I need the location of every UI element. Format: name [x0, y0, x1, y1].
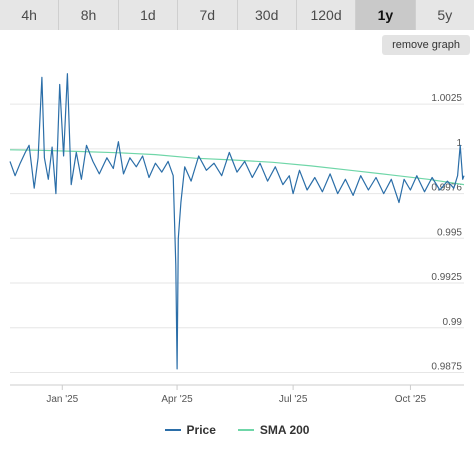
tab-1d[interactable]: 1d	[118, 0, 179, 30]
y-tick-label: 1	[456, 138, 462, 149]
tab-8h[interactable]: 8h	[59, 0, 119, 30]
x-tick-label: Oct '25	[395, 394, 427, 405]
y-tick-label: 0.9925	[431, 272, 462, 283]
tab-30d[interactable]: 30d	[237, 0, 297, 30]
legend-label-sma: SMA 200	[259, 423, 310, 437]
y-tick-label: 1.0025	[431, 93, 462, 104]
tab-5y[interactable]: 5y	[415, 0, 474, 30]
remove-graph-button[interactable]: remove graph	[382, 35, 470, 55]
price-swatch-icon	[164, 429, 181, 431]
x-tick-label: Jul '25	[279, 394, 308, 405]
y-tick-label: 0.9976	[431, 183, 462, 194]
legend-item-sma[interactable]: SMA 200	[237, 423, 310, 437]
price-line	[9, 73, 465, 370]
y-tick-label: 0.995	[437, 227, 462, 238]
x-tick-label: Jan '25	[46, 394, 78, 405]
tab-120d[interactable]: 120d	[296, 0, 357, 30]
sma-swatch-icon	[237, 429, 254, 431]
sma-200-line	[9, 149, 465, 186]
tab-1y[interactable]: 1y	[356, 0, 416, 30]
x-tick-label: Apr '25	[161, 394, 193, 405]
legend-label-price: Price	[186, 423, 216, 437]
y-tick-label: 0.99	[443, 317, 463, 328]
y-tick-label: 0.9875	[431, 361, 462, 372]
tab-7d[interactable]: 7d	[178, 0, 238, 30]
price-chart: 0.9875 0.99 0.9925 0.995 0.9976 1 1.0025 Jan '2…	[9, 73, 465, 405]
tab-4h[interactable]: 4h	[0, 0, 60, 30]
legend-item-price[interactable]: Price	[164, 423, 216, 437]
time-range-tabs: 4h 8h 1d 7d 30d 120d 1y 5y	[0, 0, 474, 30]
chart-legend: Price SMA 200	[0, 420, 474, 440]
